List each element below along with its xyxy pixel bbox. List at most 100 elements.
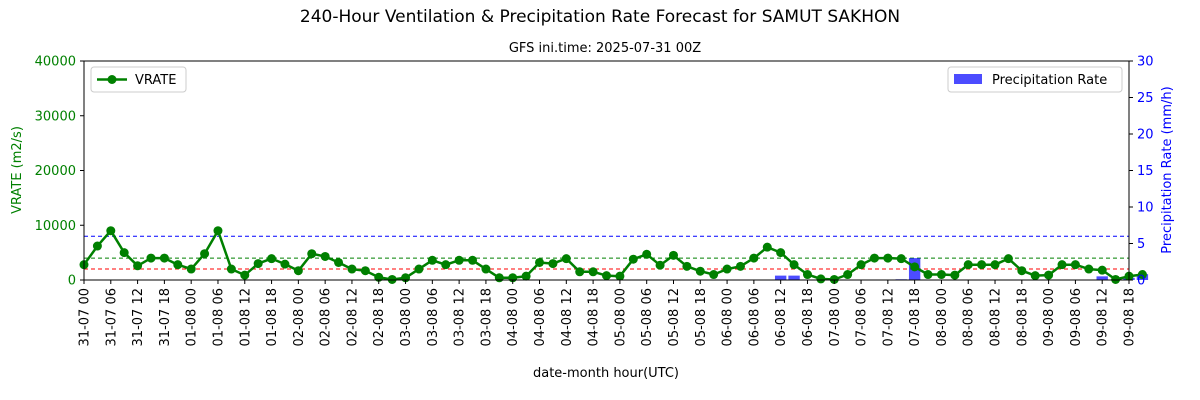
x-tick-label: 02-08 06 [319, 288, 334, 346]
vrate-point [936, 270, 946, 280]
vrate-point [735, 261, 745, 271]
x-tick-label: 04-08 06 [533, 288, 548, 346]
vrate-point [802, 270, 812, 280]
vrate-point [762, 242, 772, 252]
y-left-tick-label: 30000 [35, 109, 76, 124]
vrate-point [642, 249, 652, 259]
x-tick-label: 04-08 12 [560, 288, 575, 346]
right-y-axis: 0 5 10 15 20 25 30 [1129, 55, 1154, 289]
x-tick-label: 01-08 00 [185, 288, 200, 346]
vrate-point [1137, 270, 1147, 280]
vrate-point [267, 254, 277, 264]
vrate-point [468, 255, 478, 265]
vrate-point [106, 226, 116, 236]
vrate-point [615, 271, 625, 281]
vrate-point [535, 257, 545, 267]
vrate-point [213, 226, 223, 236]
x-tick-label: 31-07 00 [78, 288, 93, 346]
legend-vrate-label: VRATE [135, 73, 176, 88]
vrate-point [1097, 265, 1107, 275]
x-tick-label: 09-08 12 [1096, 288, 1111, 346]
x-tick-label: 01-08 12 [238, 288, 253, 346]
x-tick-label: 05-08 06 [640, 288, 655, 346]
x-tick-label: 06-08 06 [747, 288, 762, 346]
vrate-point [226, 264, 236, 274]
vrate-point [414, 264, 424, 274]
x-tick-label: 31-07 06 [104, 288, 119, 346]
chart-subtitle: GFS ini.time: 2025-07-31 00Z [509, 41, 701, 56]
vrate-point [200, 249, 210, 259]
y-left-tick-label: 0 [68, 274, 76, 289]
vrate-point [307, 249, 317, 259]
x-tick-label: 05-08 12 [667, 288, 682, 346]
vrate-point [709, 270, 719, 280]
x-tick-label: 05-08 00 [613, 288, 628, 346]
vrate-point [816, 274, 826, 284]
x-tick-label: 08-08 06 [962, 288, 977, 346]
x-tick-label: 08-08 12 [989, 288, 1004, 346]
x-tick-label: 09-08 18 [1123, 288, 1138, 346]
vrate-point [668, 250, 678, 260]
vrate-point [1111, 274, 1121, 284]
vrate-point [749, 253, 759, 263]
vrate-point [695, 266, 705, 276]
vrate-point [883, 253, 893, 263]
vrate-point [1017, 266, 1027, 276]
vrate-point [159, 253, 169, 263]
x-tick-label: 03-08 12 [453, 288, 468, 346]
x-tick-label: 31-07 12 [131, 288, 146, 346]
precip-bar [774, 275, 787, 280]
y-right-tick-label: 10 [1137, 201, 1154, 216]
x-tick-label: 06-08 00 [721, 288, 736, 346]
y-axis-right-label: Precipitation Rate (mm/h) [1160, 86, 1175, 253]
x-axis-label: date-month hour(UTC) [533, 366, 679, 381]
vrate-point [1057, 260, 1067, 270]
vrate-point [293, 266, 303, 276]
vrate-point [1003, 254, 1013, 264]
x-tick-label: 09-08 00 [1042, 288, 1057, 346]
vrate-point [655, 260, 665, 270]
x-tick-label: 31-07 18 [158, 288, 173, 346]
vrate-point [963, 260, 973, 270]
vrate-point [548, 259, 558, 269]
vrate-point [360, 266, 370, 276]
vrate-line-layer [79, 226, 1147, 284]
vrate-point [923, 270, 933, 280]
y-right-tick-label: 0 [1137, 274, 1145, 289]
x-tick-label: 01-08 06 [211, 288, 226, 346]
vrate-point [628, 254, 638, 264]
vrate-point [776, 248, 786, 258]
vrate-point [1070, 260, 1080, 270]
vrate-point [561, 254, 571, 264]
vrate-point [133, 261, 143, 271]
x-tick-label: 06-08 18 [801, 288, 816, 346]
vrate-point [896, 254, 906, 264]
vrate-point [910, 262, 920, 272]
vrate-point [173, 260, 183, 270]
x-axis: 31-07 00 31-07 06 31-07 12 31-07 18 01-08 00… [78, 280, 1138, 346]
x-tick-label: 01-08 18 [265, 288, 280, 346]
vrate-point [843, 270, 853, 280]
x-tick-label: 02-08 12 [345, 288, 360, 346]
plot-frame [83, 60, 1130, 281]
x-tick-label: 07-08 00 [828, 288, 843, 346]
vrate-point [92, 241, 102, 251]
vrate-point [441, 260, 451, 270]
vrate-point [588, 267, 598, 277]
vrate-point [856, 260, 866, 270]
chart-title: 240-Hour Ventilation & Precipitation Rat… [300, 7, 900, 27]
vrate-point [320, 251, 330, 261]
vrate-point [334, 257, 344, 267]
x-tick-label: 08-08 18 [1015, 288, 1030, 346]
vrate-point [427, 255, 437, 265]
x-tick-label: 04-08 00 [506, 288, 521, 346]
precip-bar [1096, 276, 1108, 280]
y-right-tick-label: 30 [1137, 55, 1154, 70]
x-tick-label: 02-08 00 [292, 288, 307, 346]
x-tick-label: 07-08 06 [855, 288, 870, 346]
x-tick-label: 05-08 18 [694, 288, 709, 346]
vrate-point [682, 261, 692, 271]
vrate-point [575, 267, 585, 277]
x-tick-label: 08-08 00 [935, 288, 950, 346]
